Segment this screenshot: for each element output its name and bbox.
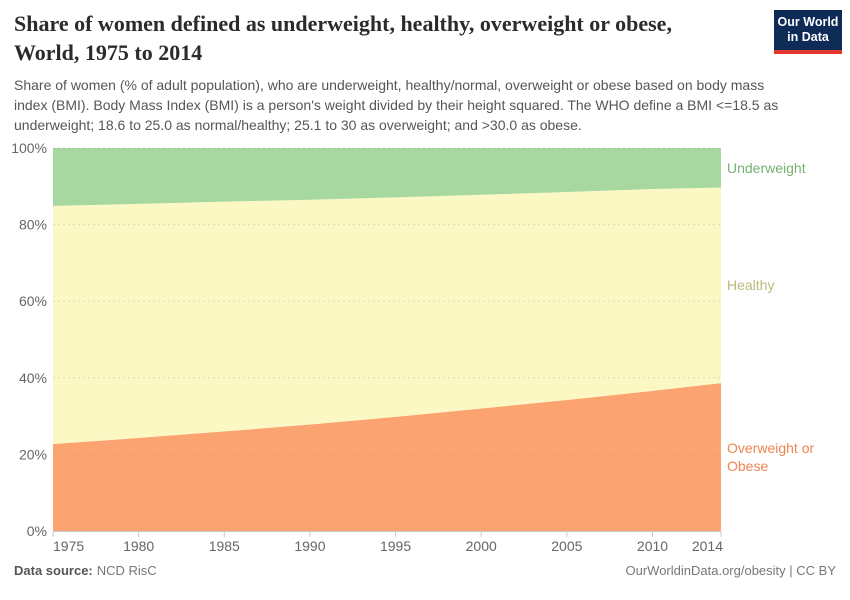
chart-plot-area: 1975 1980 1985 1990 1995 2000 2005 2010 2014 0% 20…	[11, 140, 723, 554]
x-tick-label-2010: 2010	[637, 538, 668, 554]
y-tick-label-0%: 0%	[27, 523, 47, 539]
series-label-healthy[interactable]: Healthy	[727, 277, 775, 294]
owid-logo-line1: Our World	[777, 15, 839, 29]
page-title-line1: Share of women defined as underweight, h…	[14, 11, 672, 36]
credit-link[interactable]: OurWorldinData.org/obesity | CC BY	[625, 563, 837, 578]
data-source-value: NCD RisC	[96, 563, 157, 578]
x-tick-label-2005: 2005	[551, 538, 582, 554]
y-tick-label-60%: 60%	[19, 293, 47, 309]
chart-header: Share of women defined as underweight, h…	[14, 10, 836, 136]
chart-footer: Data source: NCD RisC OurWorldinData.org/…	[14, 563, 836, 578]
area-healthy[interactable]	[53, 187, 721, 445]
chart-subtitle: Share of women (% of adult population), …	[14, 77, 779, 133]
x-tick-label-1995: 1995	[380, 538, 411, 554]
x-tick-label-2014: 2014	[692, 538, 723, 554]
y-tick-label-80%: 80%	[19, 217, 47, 233]
area-overweight-or-obese[interactable]	[53, 383, 721, 531]
area-underweight[interactable]	[53, 148, 721, 206]
stacked-area-chart: 1975 1980 1985 1990 1995 2000 2005 2010 2014 0% 20…	[0, 138, 850, 556]
y-tick-label-40%: 40%	[19, 370, 47, 386]
y-tick-label-100%: 100%	[11, 140, 47, 156]
y-tick-label-20%: 20%	[19, 446, 47, 462]
x-tick-label-1980: 1980	[123, 538, 154, 554]
x-tick-label-1990: 1990	[294, 538, 325, 554]
owid-logo-line2: in Data	[787, 30, 829, 44]
x-tick-label-2000: 2000	[466, 538, 497, 554]
data-source-label: Data source:	[14, 563, 93, 578]
series-label-overweight-or-obese[interactable]: Overweight or Obese	[727, 439, 815, 475]
page-title: Share of women defined as underweight, h…	[14, 10, 764, 67]
x-tick-label-1985: 1985	[209, 538, 240, 554]
x-tick-label-1975: 1975	[53, 538, 84, 554]
page-title-line2: World, 1975 to 2014	[14, 39, 203, 65]
series-label-underweight[interactable]: Underweight	[727, 159, 806, 176]
owid-logo[interactable]: Our World in Data	[774, 10, 842, 54]
data-source: Data source: NCD RisC	[14, 563, 157, 578]
